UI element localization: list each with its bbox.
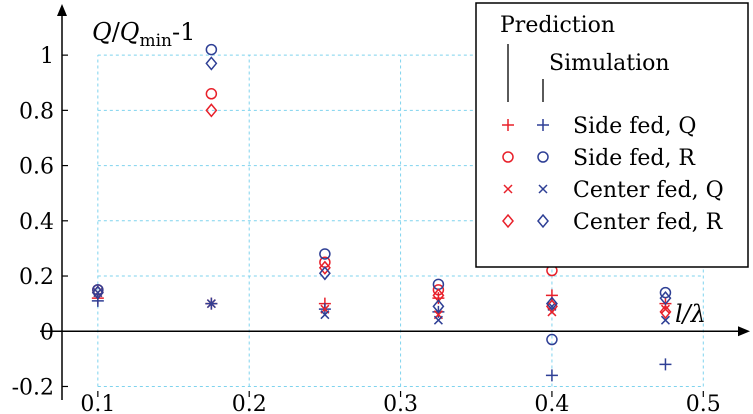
- legend-markers: [502, 119, 549, 229]
- ylabel-q: Q: [92, 18, 112, 46]
- ylabel-qmin-sub: min: [139, 31, 172, 51]
- point-simulation-diamond-4: [545, 296, 558, 311]
- x-tick-label-1: 0.2: [232, 392, 267, 414]
- point-simulation-circle-0: [92, 284, 104, 296]
- y-axis-arrow: [57, 4, 67, 16]
- y-tick-label-6: 1: [40, 44, 54, 69]
- legend-label-side-fed-r: Side fed, R: [573, 146, 696, 171]
- point-simulation-x-5: [660, 315, 670, 325]
- x-axis-arrow: [738, 326, 750, 337]
- ylabel-slash: /: [112, 18, 121, 46]
- point-prediction-x-5: [660, 304, 670, 314]
- point-simulation-circle-1: [205, 43, 218, 56]
- point-simulation-diamond-3: [432, 299, 445, 314]
- point-simulation-diamond-5: [659, 290, 672, 306]
- legend-marker-simulation-plus: [537, 119, 549, 131]
- y-axis-label: Q/Qmin-1: [92, 18, 195, 51]
- legend-marker-prediction-diamond: [502, 213, 514, 229]
- ylabel-suffix: -1: [172, 18, 195, 46]
- y-tick-label-5: 0.8: [19, 99, 54, 124]
- point-prediction-diamond-4: [545, 299, 558, 314]
- data-points: [91, 43, 672, 382]
- y-tick-label-2: 0.2: [19, 265, 54, 290]
- legend-marker-prediction-plus: [502, 119, 514, 131]
- legend-marker-simulation-x: [538, 184, 548, 194]
- point-simulation-x-1: [206, 299, 216, 309]
- legend-header-simulation: Simulation: [549, 51, 670, 76]
- x-axis-label: l/λ: [675, 300, 706, 328]
- point-prediction-circle-1: [205, 88, 218, 100]
- point-prediction-circle-3: [432, 284, 445, 296]
- point-prediction-diamond-2: [318, 260, 331, 275]
- point-prediction-diamond-1: [205, 103, 218, 118]
- x-tick-label-4: 0.5: [686, 392, 721, 414]
- legend-label-center-fed-q: Center fed, Q: [573, 178, 724, 203]
- point-simulation-plus-0: [91, 294, 104, 307]
- legend-marker-prediction-circle: [502, 151, 514, 163]
- legend-box: [475, 2, 749, 268]
- point-simulation-x-3: [433, 315, 443, 325]
- point-simulation-circle-4: [546, 333, 558, 346]
- axes: [40, 4, 750, 400]
- point-simulation-circle-2: [319, 248, 331, 260]
- y-tick-label-4: 0.6: [19, 155, 54, 180]
- legend: Prediction Simulation Side fed, Q Side f…: [475, 2, 749, 268]
- point-simulation-x-2: [320, 310, 330, 320]
- x-tick-label-0: 0.1: [80, 392, 115, 414]
- point-prediction-diamond-5: [659, 304, 672, 320]
- y-ticks: -0.2 0 0.2 0.4 0.6 0.8 1: [12, 44, 68, 400]
- point-simulation-diamond-2: [318, 266, 331, 281]
- legend-marker-prediction-x: [503, 184, 513, 194]
- point-simulation-plus-4: [545, 369, 558, 382]
- y-tick-label-3: 0.4: [19, 210, 54, 235]
- legend-marker-simulation-diamond: [537, 213, 549, 229]
- y-tick-label-1: 0: [40, 320, 54, 345]
- point-simulation-plus-5: [659, 358, 672, 371]
- legend-label-center-fed-r: Center fed, R: [573, 210, 724, 235]
- x-tick-label-3: 0.4: [534, 392, 569, 414]
- legend-label-side-fed-q: Side fed, Q: [573, 114, 696, 139]
- x-ticks: 0.1 0.2 0.3 0.4 0.5: [80, 391, 721, 414]
- ylabel-qmin-base: Q: [120, 18, 140, 46]
- point-simulation-circle-5: [659, 286, 672, 299]
- legend-header-prediction: Prediction: [500, 13, 615, 38]
- point-simulation-diamond-0: [91, 285, 104, 300]
- legend-marker-simulation-circle: [537, 151, 549, 163]
- y-tick-label-0: -0.2: [12, 375, 54, 400]
- x-tick-label-2: 0.3: [383, 392, 418, 414]
- point-simulation-diamond-1: [205, 56, 218, 71]
